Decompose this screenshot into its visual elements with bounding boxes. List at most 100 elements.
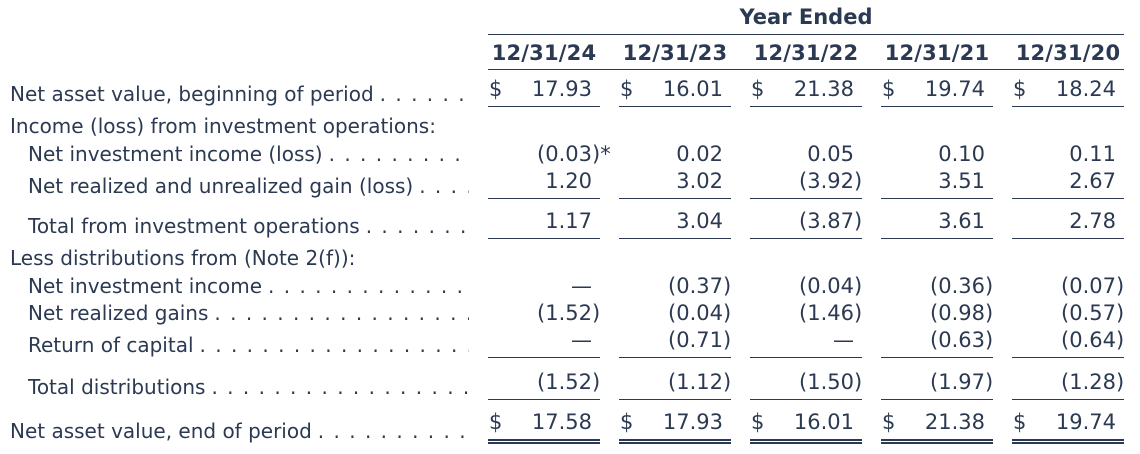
table-row: Net asset value, end of period. . . . . … <box>10 400 1140 444</box>
section-label: Less distributions from (Note 2(f)): <box>10 246 469 271</box>
column-header: 12/31/21 <box>884 41 990 65</box>
cell-value: 0.11 <box>1069 142 1116 166</box>
hanging-paren: ) <box>854 169 863 193</box>
cell-value: (0.07) <box>1061 274 1125 298</box>
value-cell: $19.74 <box>881 77 993 107</box>
value-cell: (1.50) <box>750 370 862 400</box>
dot-leader: . . . . . . . . . . . . . . . . . . . . … <box>214 301 469 325</box>
dot-leader: . . . . . . . . . . . . . . . . . . . . … <box>317 419 469 443</box>
dollar-sign: $ <box>882 77 896 101</box>
value-cell: (1.97) <box>881 370 993 400</box>
value-cell: — <box>750 328 862 358</box>
year-ended-title: Year Ended <box>488 2 1124 35</box>
column-header: 12/31/24 <box>491 41 597 65</box>
row-label-text: Income (loss) from investment operations… <box>10 114 436 138</box>
value-cell: (0.98) <box>881 301 993 326</box>
table-row: Net investment income (loss). . . . . . … <box>10 139 1140 167</box>
table-row: Net asset value, beginning of period. . … <box>10 70 1140 107</box>
hanging-paren: ) <box>723 301 732 325</box>
cell-value: (3.87) <box>799 209 863 233</box>
value-cell: $17.93 <box>619 410 731 444</box>
dollar-sign: $ <box>620 410 634 434</box>
cell-value: (0.04) <box>668 301 732 325</box>
cell-value: 3.02 <box>676 169 723 193</box>
cell-value: (0.98) <box>930 301 994 325</box>
cell-value: 2.67 <box>1069 169 1116 193</box>
value-cell: $17.93 <box>488 77 600 107</box>
dot-leader: . . . . . . . . . . . . . . . . . . . . … <box>211 375 469 399</box>
row-label-text: Net investment income <box>28 274 263 298</box>
cell-value: — <box>571 328 592 352</box>
cell-value: 17.93 <box>662 410 723 434</box>
row-label: Net asset value, end of period. . . . . … <box>10 419 469 444</box>
cell-value: (1.50) <box>799 370 863 394</box>
dollar-sign: $ <box>882 410 896 434</box>
cell-value: (0.63) <box>930 328 994 352</box>
column-header-row: 12/31/24 12/31/23 12/31/22 12/31/21 12/3… <box>10 35 1140 70</box>
hanging-paren: ) <box>723 274 732 298</box>
cell-value: (0.36) <box>930 274 994 298</box>
row-label: Net realized gains. . . . . . . . . . . … <box>10 301 469 326</box>
cell-value: 3.61 <box>938 209 985 233</box>
row-label-text: Net realized gains <box>28 301 209 325</box>
table-row: Net realized gains. . . . . . . . . . . … <box>10 299 1140 326</box>
hanging-paren: ) <box>1116 328 1125 352</box>
column-header: 12/31/23 <box>622 41 728 65</box>
cell-value: (1.28) <box>1061 370 1125 394</box>
hanging-paren: ) <box>854 209 863 233</box>
hanging-paren: ) <box>592 370 601 394</box>
cell-value: 2.78 <box>1069 209 1116 233</box>
dollar-sign: $ <box>489 77 503 101</box>
financial-highlights-table: Year Ended 12/31/24 12/31/23 12/31/22 12… <box>10 2 1140 444</box>
value-cell: 0.02 <box>619 142 731 167</box>
cell-value: (0.64) <box>1061 328 1125 352</box>
value-cell: (0.71) <box>619 328 731 358</box>
value-cell: (1.12) <box>619 370 731 400</box>
dot-leader: . . . . . . . . . . . . . . . . . . . . … <box>268 274 469 298</box>
value-cell: (1.28) <box>1012 370 1124 400</box>
table-row: Net investment income. . . . . . . . . .… <box>10 271 1140 299</box>
value-cell: — <box>488 274 600 299</box>
hanging-paren: ) <box>985 301 994 325</box>
dollar-sign: $ <box>489 410 503 434</box>
value-cell: 0.05 <box>750 142 862 167</box>
row-label-text: Net asset value, end of period <box>10 419 312 443</box>
row-label-text: Net realized and unrealized gain (loss) <box>28 174 414 198</box>
table-header-group: Year Ended <box>10 2 1140 35</box>
row-label: Net realized and unrealized gain (loss).… <box>10 174 469 199</box>
hanging-paren: ) <box>592 301 601 325</box>
dot-leader: . . . . . . . . . . . . . . . . . . . . … <box>199 333 469 357</box>
value-cell: (0.03)* <box>488 142 611 167</box>
cell-value: 0.02 <box>676 142 723 166</box>
cell-value: 16.01 <box>793 410 854 434</box>
value-cell: (0.36) <box>881 274 993 299</box>
value-cell: 3.04 <box>619 209 731 239</box>
hanging-paren: ) <box>854 274 863 298</box>
row-label-text: Total from investment operations <box>28 214 360 238</box>
cell-value: 21.38 <box>924 410 985 434</box>
cell-value: (0.03)* <box>537 142 611 166</box>
value-cell: 3.61 <box>881 209 993 239</box>
hanging-paren: ) <box>985 274 994 298</box>
value-cell: (0.37) <box>619 274 731 299</box>
row-label: Net investment income (loss). . . . . . … <box>10 142 469 167</box>
cell-value: (0.71) <box>668 328 732 352</box>
column-header: 12/31/20 <box>1015 41 1121 65</box>
cell-value: — <box>833 328 854 352</box>
row-label: Total from investment operations. . . . … <box>10 214 469 239</box>
hanging-paren: ) <box>723 370 732 394</box>
hanging-paren: ) <box>1116 274 1125 298</box>
section-label: Income (loss) from investment operations… <box>10 114 469 139</box>
value-cell: (0.07) <box>1012 274 1124 299</box>
hanging-paren: ) <box>985 370 994 394</box>
value-cell: $21.38 <box>750 77 862 107</box>
cell-value: 17.93 <box>531 77 592 101</box>
hanging-paren: ) <box>854 301 863 325</box>
cell-value: 3.51 <box>938 169 985 193</box>
dollar-sign: $ <box>620 77 634 101</box>
value-cell: 3.02 <box>619 169 731 199</box>
value-cell: $16.01 <box>619 77 731 107</box>
hanging-paren: ) <box>985 328 994 352</box>
row-label-text: Net investment income (loss) <box>28 142 323 166</box>
row-label-text: Return of capital <box>28 333 194 357</box>
